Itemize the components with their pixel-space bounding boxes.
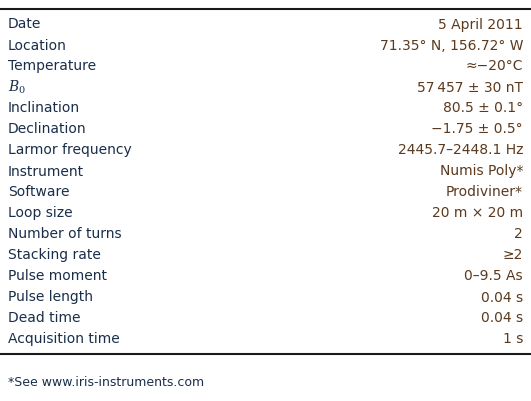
Text: 5 April 2011: 5 April 2011 — [439, 18, 523, 31]
Text: Pulse length: Pulse length — [8, 290, 93, 304]
Text: 71.35° N, 156.72° W: 71.35° N, 156.72° W — [380, 38, 523, 53]
Text: Pulse moment: Pulse moment — [8, 269, 107, 283]
Text: Dead time: Dead time — [8, 311, 81, 325]
Text: 2: 2 — [514, 227, 523, 241]
Text: 57 457 ± 30 nT: 57 457 ± 30 nT — [417, 80, 523, 94]
Text: Instrument: Instrument — [8, 164, 84, 178]
Text: Loop size: Loop size — [8, 206, 73, 220]
Text: *See www.iris-instruments.com: *See www.iris-instruments.com — [8, 376, 204, 389]
Text: 20 m × 20 m: 20 m × 20 m — [432, 206, 523, 220]
Text: Software: Software — [8, 185, 70, 199]
Text: 2445.7–2448.1 Hz: 2445.7–2448.1 Hz — [398, 143, 523, 157]
Text: Numis Poly*: Numis Poly* — [440, 164, 523, 178]
Text: Declination: Declination — [8, 122, 87, 136]
Text: 80.5 ± 0.1°: 80.5 ± 0.1° — [443, 101, 523, 115]
Text: Number of turns: Number of turns — [8, 227, 122, 241]
Text: ≈−20°C: ≈−20°C — [466, 59, 523, 73]
Text: −1.75 ± 0.5°: −1.75 ± 0.5° — [431, 122, 523, 136]
Text: Location: Location — [8, 38, 67, 53]
Text: $B_0$: $B_0$ — [8, 79, 26, 96]
Text: Temperature: Temperature — [8, 59, 96, 73]
Text: Larmor frequency: Larmor frequency — [8, 143, 132, 157]
Text: 0.04 s: 0.04 s — [481, 311, 523, 325]
Text: Date: Date — [8, 18, 41, 31]
Text: 0.04 s: 0.04 s — [481, 290, 523, 304]
Text: Stacking rate: Stacking rate — [8, 248, 101, 262]
Text: 0–9.5 As: 0–9.5 As — [465, 269, 523, 283]
Text: Inclination: Inclination — [8, 101, 80, 115]
Text: ≥2: ≥2 — [503, 248, 523, 262]
Text: Acquisition time: Acquisition time — [8, 332, 120, 346]
Text: 1 s: 1 s — [503, 332, 523, 346]
Text: Prodiviner*: Prodiviner* — [446, 185, 523, 199]
